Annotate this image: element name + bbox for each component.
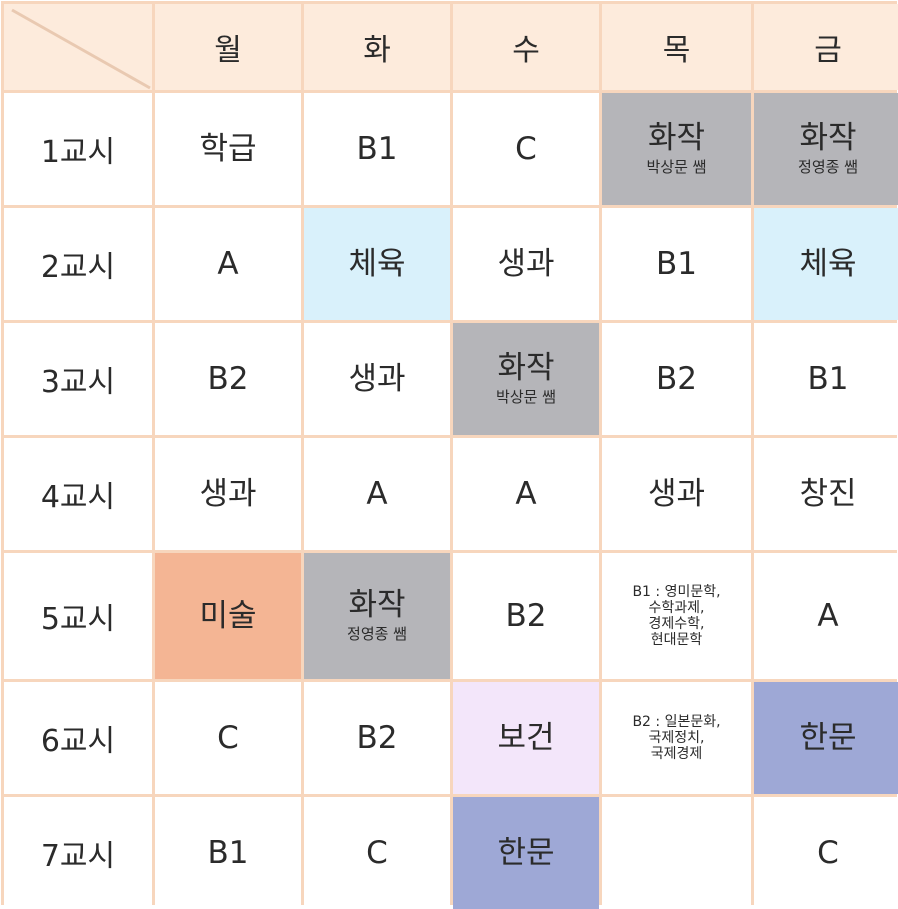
elective-line: B2 : 일본문화, bbox=[632, 714, 721, 730]
timetable-cell: B1 bbox=[304, 93, 450, 205]
timetable-cell: 창진 bbox=[754, 438, 898, 550]
corner-diagonal bbox=[11, 8, 151, 90]
period-label: 3교시 bbox=[4, 323, 152, 435]
period-label: 2교시 bbox=[4, 208, 152, 320]
timetable-cell: A bbox=[155, 208, 301, 320]
timetable-cell: A bbox=[453, 438, 599, 550]
subject-name: 체육 bbox=[348, 246, 406, 282]
day-header-tue: 화 bbox=[304, 4, 450, 90]
timetable-cell: C bbox=[453, 93, 599, 205]
subject-name: A bbox=[366, 476, 388, 512]
subject-name: C bbox=[817, 835, 839, 871]
elective-line: 수학과제, bbox=[648, 600, 705, 616]
subject-name: 한문 bbox=[799, 720, 857, 756]
timetable-cell: C bbox=[754, 797, 898, 909]
subject-name: C bbox=[515, 131, 537, 167]
subject-name: 화작 bbox=[348, 587, 406, 623]
day-header-fri: 금 bbox=[754, 4, 898, 90]
subject-name: C bbox=[366, 835, 388, 871]
timetable-cell: B2 bbox=[304, 682, 450, 794]
subject-name: 생과 bbox=[199, 476, 257, 512]
timetable-cell: A bbox=[304, 438, 450, 550]
subject-name: B2 bbox=[356, 720, 398, 756]
subject-name: B1 bbox=[207, 835, 249, 871]
timetable-cell: B2 bbox=[453, 553, 599, 679]
elective-line: 국제정치, bbox=[648, 730, 705, 746]
day-header-thu: 목 bbox=[602, 4, 751, 90]
timetable-cell: 생과 bbox=[602, 438, 751, 550]
period-label: 4교시 bbox=[4, 438, 152, 550]
elective-line: 현대문학 bbox=[650, 632, 703, 648]
timetable-cell: B1 bbox=[602, 208, 751, 320]
day-header-wed: 수 bbox=[453, 4, 599, 90]
subject-name: 창진 bbox=[799, 476, 857, 512]
subject-name: 화작 bbox=[647, 120, 706, 156]
timetable-cell: 한문 bbox=[754, 682, 898, 794]
subject-name: B1 bbox=[656, 246, 697, 282]
teacher-name: 정영종 쌤 bbox=[798, 158, 858, 176]
subject-name: B1 bbox=[356, 131, 398, 167]
subject-name: 생과 bbox=[647, 476, 706, 512]
subject-name: 생과 bbox=[497, 246, 555, 282]
timetable-cell: 생과 bbox=[155, 438, 301, 550]
subject-name: B2 bbox=[656, 361, 697, 397]
timetable-cell: 체육 bbox=[754, 208, 898, 320]
timetable-cell: A bbox=[754, 553, 898, 679]
timetable-cell: B1 bbox=[754, 323, 898, 435]
subject-name: B1 bbox=[807, 361, 849, 397]
subject-name: 미술 bbox=[199, 598, 257, 634]
timetable-cell bbox=[602, 797, 751, 909]
timetable-cell: 생과 bbox=[453, 208, 599, 320]
timetable-cell: 한문 bbox=[453, 797, 599, 909]
subject-name: 보건 bbox=[497, 720, 555, 756]
timetable-cell: 생과 bbox=[304, 323, 450, 435]
teacher-name: 박상문 쌤 bbox=[646, 158, 707, 176]
subject-name: 화작 bbox=[799, 120, 857, 156]
subject-name: A bbox=[515, 476, 537, 512]
timetable-cell: C bbox=[155, 682, 301, 794]
corner-cell bbox=[4, 4, 152, 90]
subject-name: 학급 bbox=[199, 131, 257, 167]
elective-line: B1 : 영미문학, bbox=[632, 584, 721, 600]
subject-name: 생과 bbox=[348, 361, 406, 397]
teacher-name: 박상문 쌤 bbox=[496, 388, 556, 406]
subject-name: B2 bbox=[505, 598, 547, 634]
teacher-name: 정영종 쌤 bbox=[347, 625, 407, 643]
timetable-cell: B1 bbox=[155, 797, 301, 909]
timetable-cell: 체육 bbox=[304, 208, 450, 320]
period-label: 7교시 bbox=[4, 797, 152, 909]
timetable-cell: 미술 bbox=[155, 553, 301, 679]
period-label: 5교시 bbox=[4, 553, 152, 679]
subject-name: 한문 bbox=[497, 835, 555, 871]
period-label: 6교시 bbox=[4, 682, 152, 794]
subject-name: C bbox=[217, 720, 239, 756]
timetable-cell: B2 bbox=[155, 323, 301, 435]
day-header-mon: 월 bbox=[155, 4, 301, 90]
elective-line: 경제수학, bbox=[648, 616, 705, 632]
subject-name: A bbox=[817, 598, 839, 634]
timetable-cell: C bbox=[304, 797, 450, 909]
timetable-cell: 보건 bbox=[453, 682, 599, 794]
timetable-cell: B2 bbox=[602, 323, 751, 435]
timetable-cell: B1 : 영미문학, 수학과제, 경제수학, 현대문학 bbox=[602, 553, 751, 679]
timetable-cell: 학급 bbox=[155, 93, 301, 205]
period-label: 1교시 bbox=[4, 93, 152, 205]
elective-line: 국제경제 bbox=[650, 746, 703, 762]
subject-name: 체육 bbox=[799, 246, 857, 282]
subject-name: 화작 bbox=[497, 350, 555, 386]
timetable-cell: B2 : 일본문화, 국제정치, 국제경제 bbox=[602, 682, 751, 794]
subject-name: B2 bbox=[207, 361, 249, 397]
subject-name: A bbox=[217, 246, 239, 282]
